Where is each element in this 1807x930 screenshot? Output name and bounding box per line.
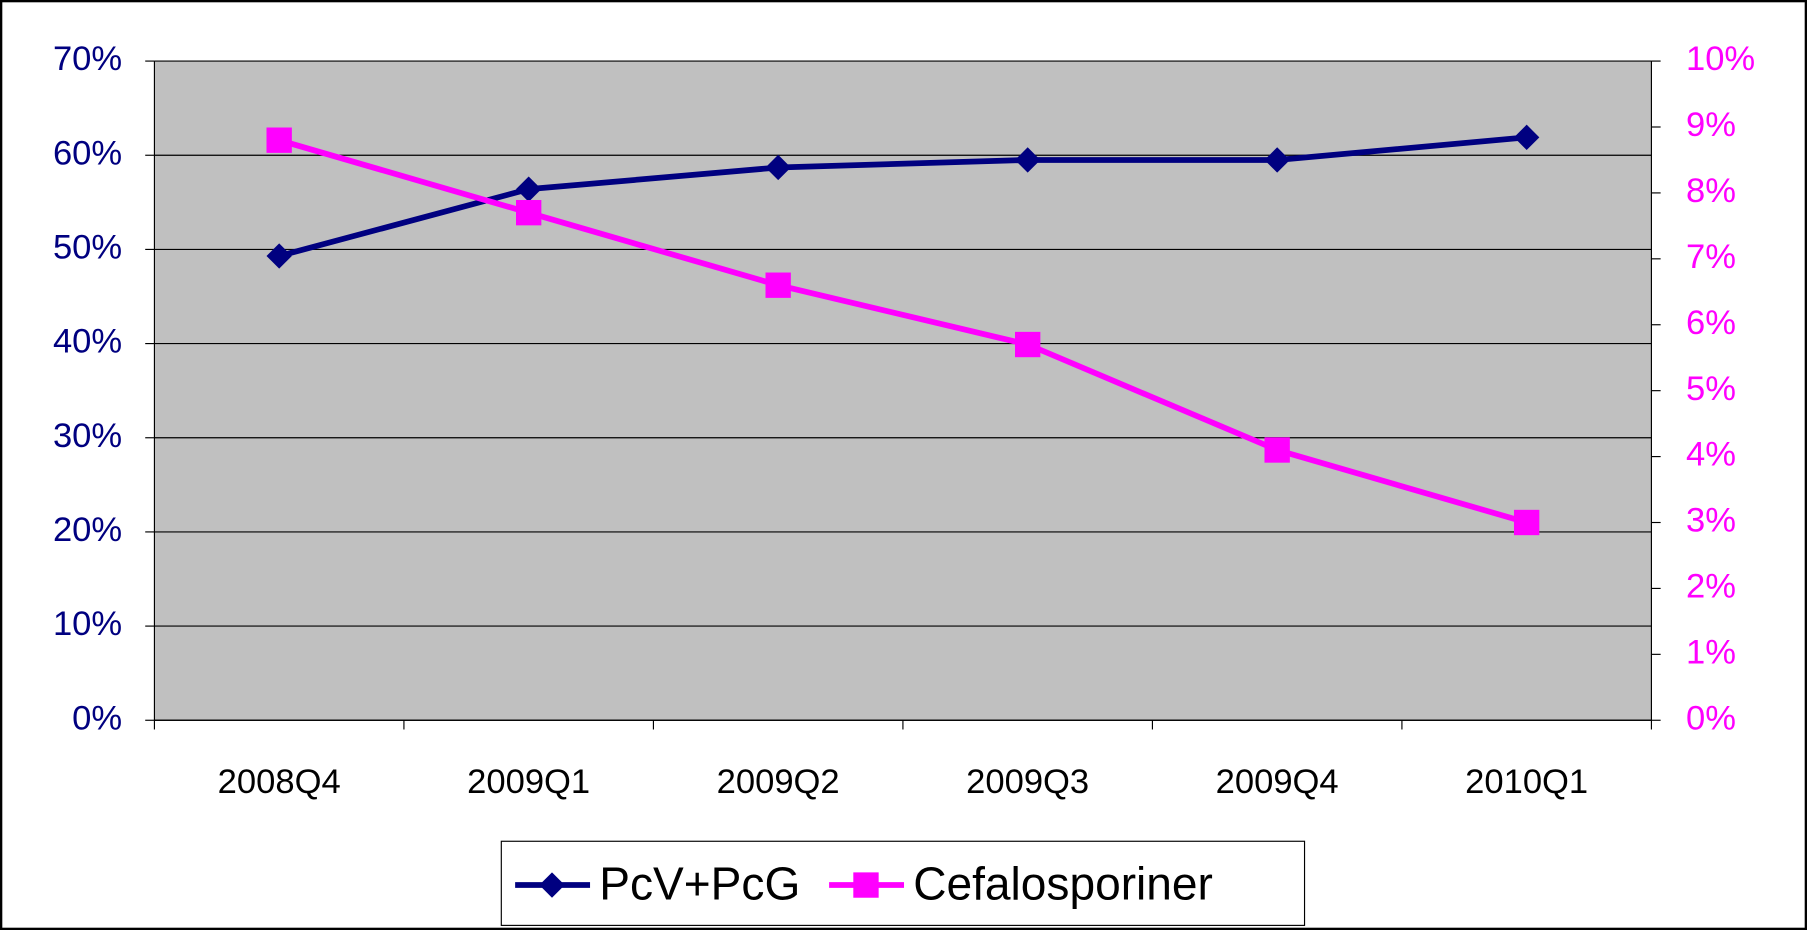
series-marker xyxy=(266,243,292,269)
y2-tick-label: 10% xyxy=(1686,40,1755,78)
legend-label: Cefalosporiner xyxy=(913,858,1213,910)
y2-tick-label: 0% xyxy=(1686,699,1736,737)
y-tick-label: 70% xyxy=(53,40,122,78)
series-marker xyxy=(1513,124,1540,151)
y2-tick-label: 4% xyxy=(1686,436,1736,474)
plot-area xyxy=(154,61,1652,721)
y2-tick-label: 7% xyxy=(1686,238,1736,276)
series-marker xyxy=(1014,331,1041,358)
x-tick-label: 2009Q4 xyxy=(1216,763,1339,801)
y-tick-label: 20% xyxy=(53,511,122,549)
y-tick-label: 10% xyxy=(53,605,122,643)
y2-tick-label: 1% xyxy=(1686,633,1736,671)
x-tick-label: 2008Q4 xyxy=(218,763,341,801)
y-tick-label: 40% xyxy=(53,323,122,361)
y-tick-label: 30% xyxy=(53,417,122,455)
series-marker xyxy=(266,127,292,153)
series-marker xyxy=(765,272,791,298)
y-tick-label: 0% xyxy=(72,699,122,737)
y2-tick-label: 6% xyxy=(1686,304,1736,342)
y-tick-label: 50% xyxy=(53,229,122,267)
y-tick-label: 60% xyxy=(53,134,122,172)
x-tick-label: 2010Q1 xyxy=(1465,763,1588,801)
legend-swatch-marker xyxy=(853,872,879,898)
y2-tick-label: 8% xyxy=(1686,172,1736,210)
y2-tick-label: 9% xyxy=(1686,106,1736,144)
series-marker xyxy=(516,200,542,226)
y2-tick-label: 3% xyxy=(1686,502,1736,540)
series-marker xyxy=(1264,437,1290,463)
y2-tick-label: 2% xyxy=(1686,568,1736,606)
series-marker xyxy=(1513,509,1540,536)
y2-tick-label: 5% xyxy=(1686,370,1736,408)
x-tick-label: 2009Q3 xyxy=(966,763,1089,801)
x-tick-label: 2009Q2 xyxy=(717,763,840,801)
series-line xyxy=(278,137,1528,526)
x-tick-label: 2009Q1 xyxy=(467,763,590,801)
legend-label: PcV+PcG xyxy=(599,858,800,910)
